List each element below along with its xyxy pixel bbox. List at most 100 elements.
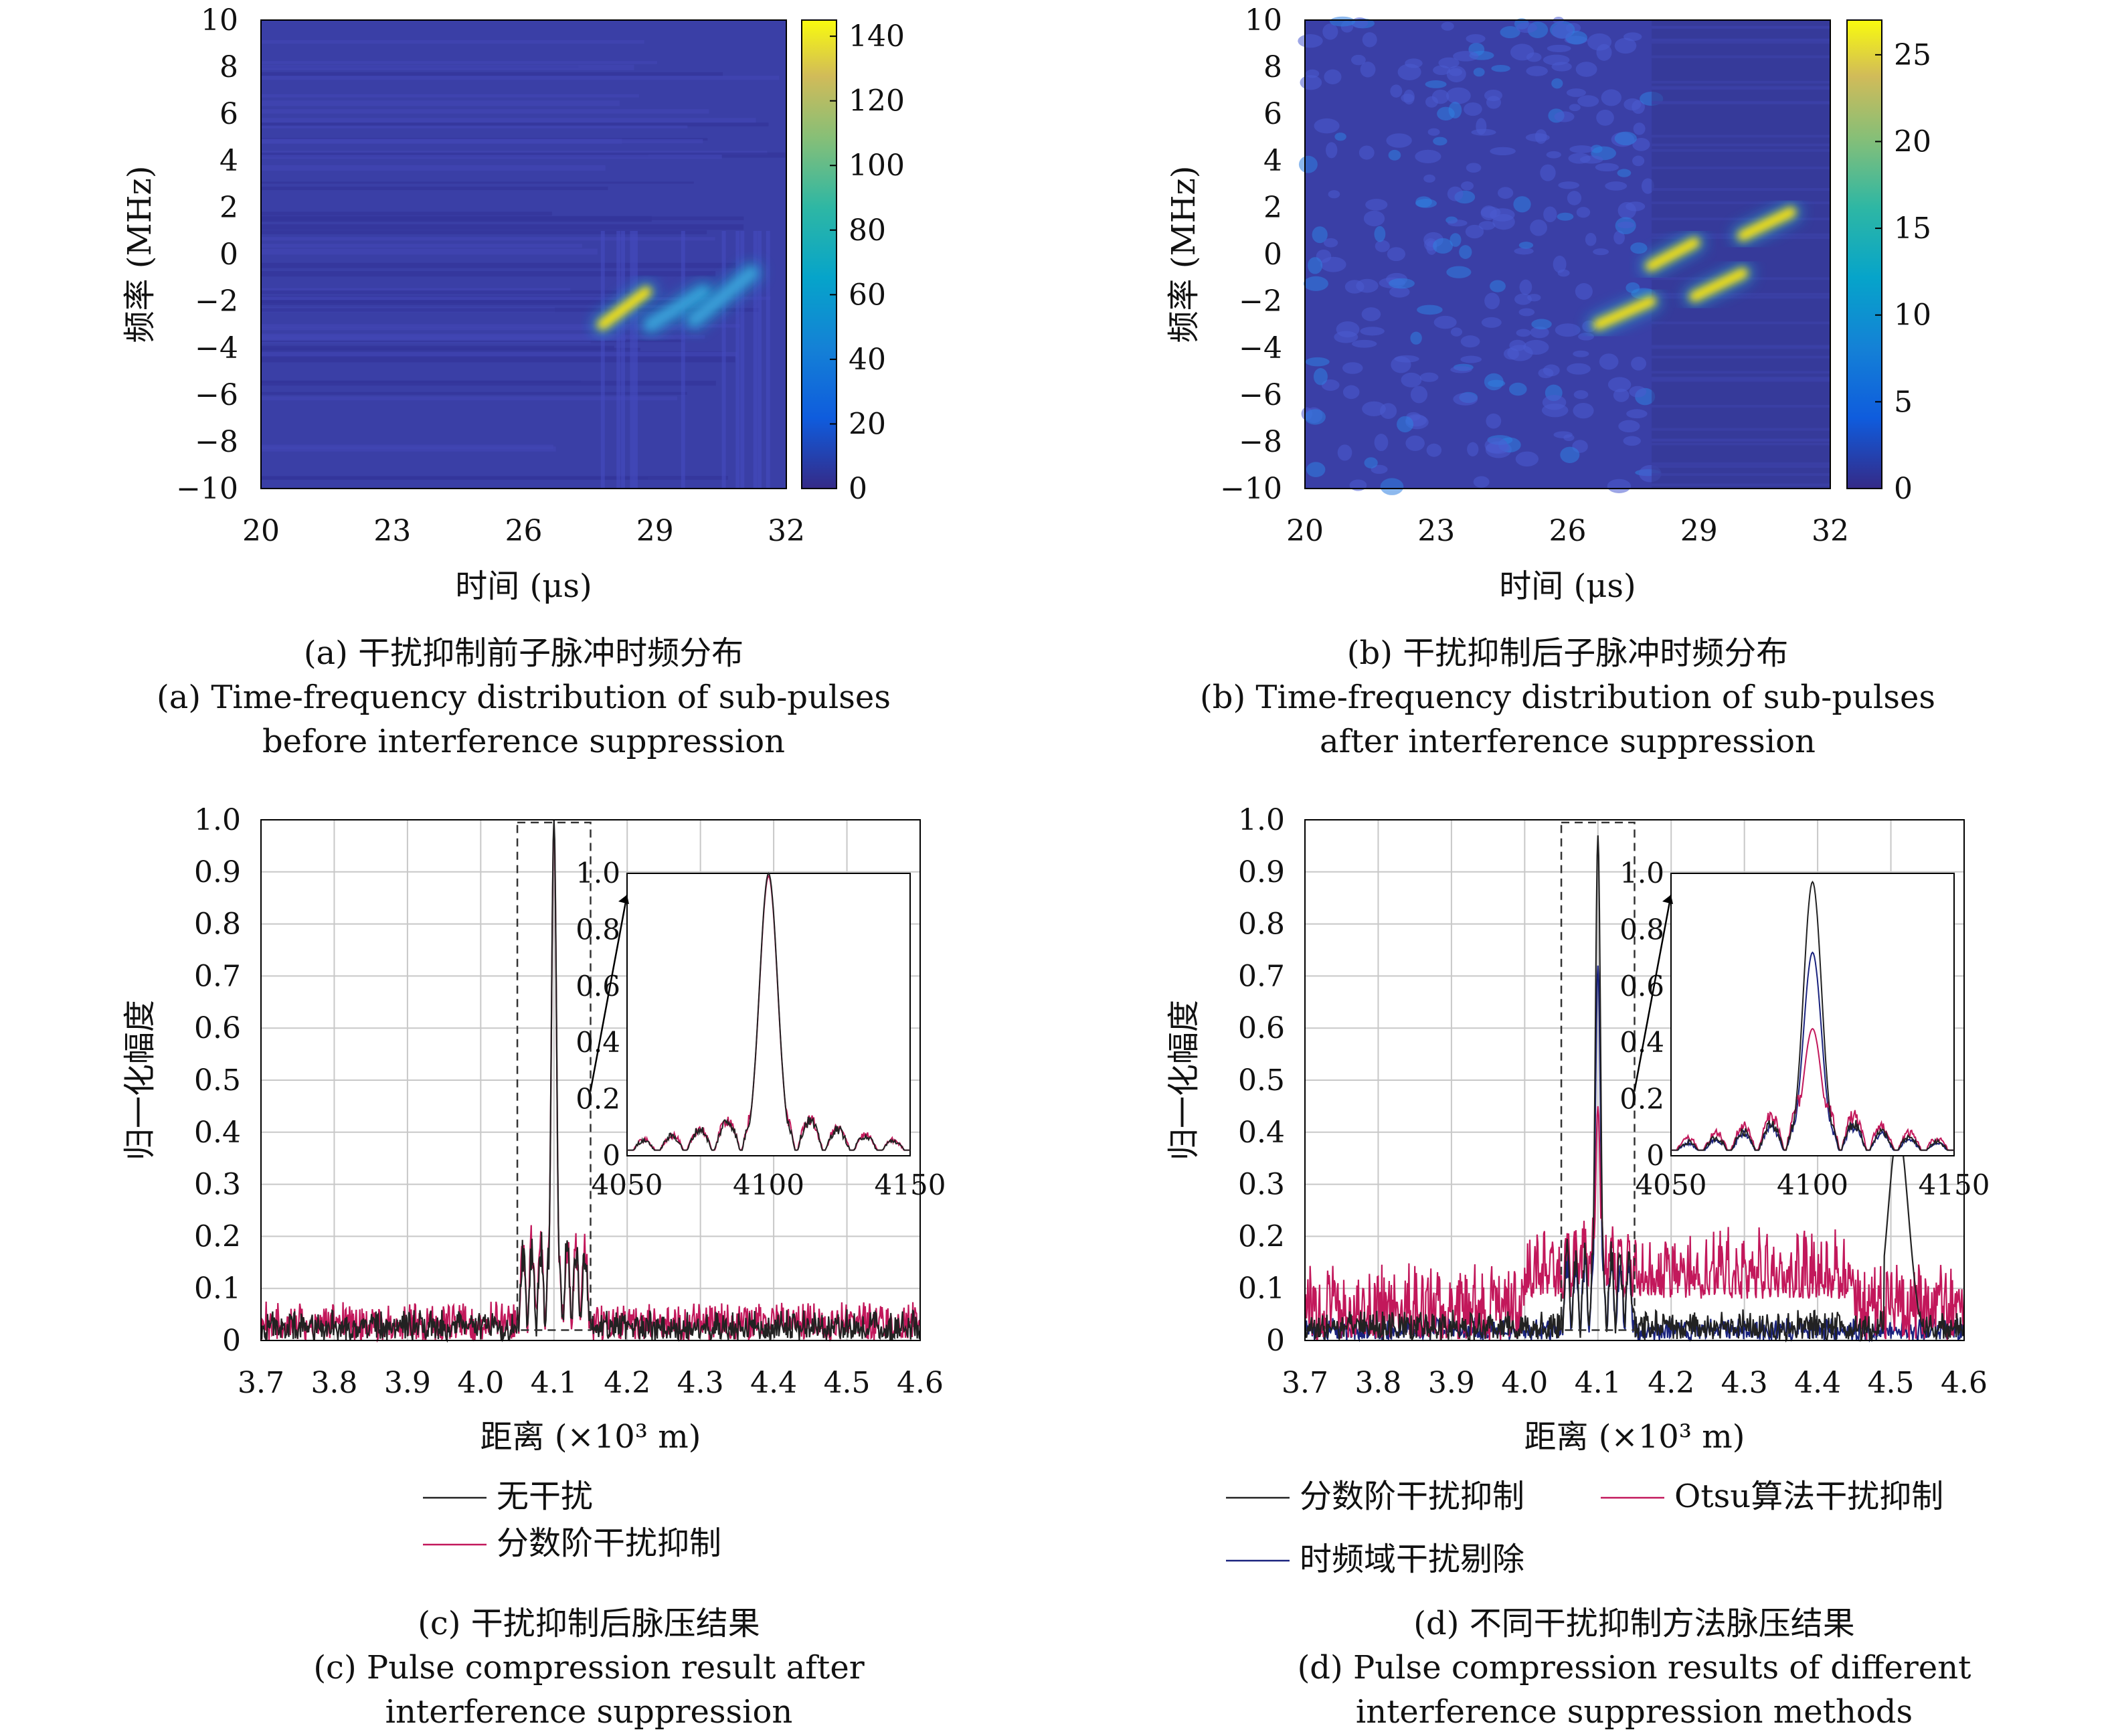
inset-series-line-1 [627,872,910,1151]
texture-blob [1626,282,1640,293]
caption-cn: (a) 干扰抑制前子脉冲时频分布 [304,634,743,672]
inset-x-tick-label: 4050 [592,1168,663,1201]
texture-stripe [1652,218,1830,221]
texture-blob [1360,62,1376,78]
texture-blob [1623,32,1642,41]
texture-blob [1449,68,1463,76]
texture-blob [1554,111,1575,122]
x-tick-label: 4.6 [897,1366,944,1400]
texture-stripe [261,300,683,305]
y-tick-label: 0.4 [1238,1116,1285,1150]
colorbar [1846,19,1882,489]
y-tick-label: −6 [1239,378,1282,412]
texture-stripe [1652,428,1830,431]
texture-blob [1632,138,1650,151]
texture-blob [1313,367,1328,385]
y-tick-label: 0.9 [1238,855,1285,889]
texture-blob [1543,206,1557,223]
texture-blob [1305,357,1330,367]
texture-stripe [261,308,760,312]
texture-blob [1304,409,1326,425]
colorbar-tick-label: 0 [849,472,867,506]
texture-blob [1326,142,1338,159]
y-tick-label: −4 [195,331,238,365]
texture-blob [1312,226,1328,244]
texture-blob [1446,87,1471,104]
inset-frame [626,873,911,1156]
texture-blob [1490,147,1516,156]
texture-blob [1515,451,1539,467]
y-tick-label: 0.7 [194,959,241,993]
colorbar-tick-label: 20 [849,407,886,441]
texture-stripe [261,155,722,159]
texture-blob [1324,69,1342,84]
x-axis-label: 距离 (×10³ m) [480,1418,701,1456]
texture-blob [1530,326,1549,339]
texture-stripe [1652,25,1830,29]
texture-blob [1484,90,1503,102]
texture-stripe [1652,101,1830,104]
texture-blob [1607,479,1632,493]
colorbar-tick-label: 60 [849,278,886,312]
texture-blob [1447,220,1468,227]
texture-stripe [1652,404,1830,408]
texture-blob [1415,149,1441,163]
texture-blob [1613,388,1630,402]
zoom-arrow [590,894,628,1091]
texture-stripe [1652,296,1830,299]
texture-column [620,231,625,489]
texture-blob [1401,372,1422,387]
y-tick-label: 0.5 [194,1063,241,1098]
texture-column [758,231,762,489]
caption-cn: (c) 干扰抑制后脉压结果 [418,1605,760,1642]
texture-blob [1633,122,1646,135]
texture-stripe [1652,292,1830,296]
y-tick-label: 0.7 [1238,959,1285,993]
texture-blob [1433,137,1447,146]
texture-blob [1569,145,1594,153]
y-axis-label: 频率 (MHz) [1165,165,1203,343]
texture-blob [1558,181,1580,189]
caption-en-line1: (b) Time-frequency distribution of sub-p… [1200,679,1935,716]
texture-blob [1342,385,1360,400]
texture-stripe [261,165,606,171]
texture-blob [1614,37,1637,54]
texture-blob [1601,89,1622,106]
x-tick-label: 32 [1812,514,1849,548]
plot-frame [260,19,787,489]
texture-blob [1417,305,1443,315]
texture-blob [1308,257,1323,274]
texture-blob [1510,44,1534,61]
inset-y-tick-label: 0.8 [576,913,620,946]
texture-stripe [261,324,741,328]
panel-d: 3.7 3.8 3.9 4.0 4.1 4.2 4.3 4.4 4.5 4.6 1.0 0.9 0.8 0… [1165,803,1990,1731]
inset-x-tick-label: 4150 [1919,1168,1990,1201]
texture-stripe [261,392,687,395]
caption-cn: (d) 不同干扰抑制方法脉压结果 [1413,1605,1854,1642]
caption-en-line2: after interference suppression [1320,723,1816,760]
colorbar-tick-label: 120 [849,84,905,118]
texture-blob [1362,32,1377,48]
texture-stripe [261,380,716,386]
texture-blob [1361,307,1381,321]
x-tick-label: 3.7 [238,1366,284,1400]
texture-blob [1448,102,1462,118]
texture-blob [1527,294,1541,302]
y-tick-label: −4 [1239,331,1282,365]
texture-stripe [261,351,738,357]
y-tick-label: 0.6 [1238,1011,1285,1045]
y-tick-label: 0 [1263,238,1282,272]
colorbar-tick-label: 40 [849,343,886,377]
texture-blob [1453,392,1478,406]
texture-blob [1575,282,1593,300]
caption-en-line1: (c) Pulse compression result after [313,1649,864,1686]
texture-blob [1460,335,1480,348]
texture-blob [1386,133,1412,148]
texture-blob [1358,145,1375,160]
y-tick-label: −8 [195,425,238,459]
texture-blob [1360,327,1385,336]
texture-blob [1553,255,1567,273]
inset-y-tick-label: 0.6 [576,970,620,1003]
texture-stripe [261,122,769,126]
